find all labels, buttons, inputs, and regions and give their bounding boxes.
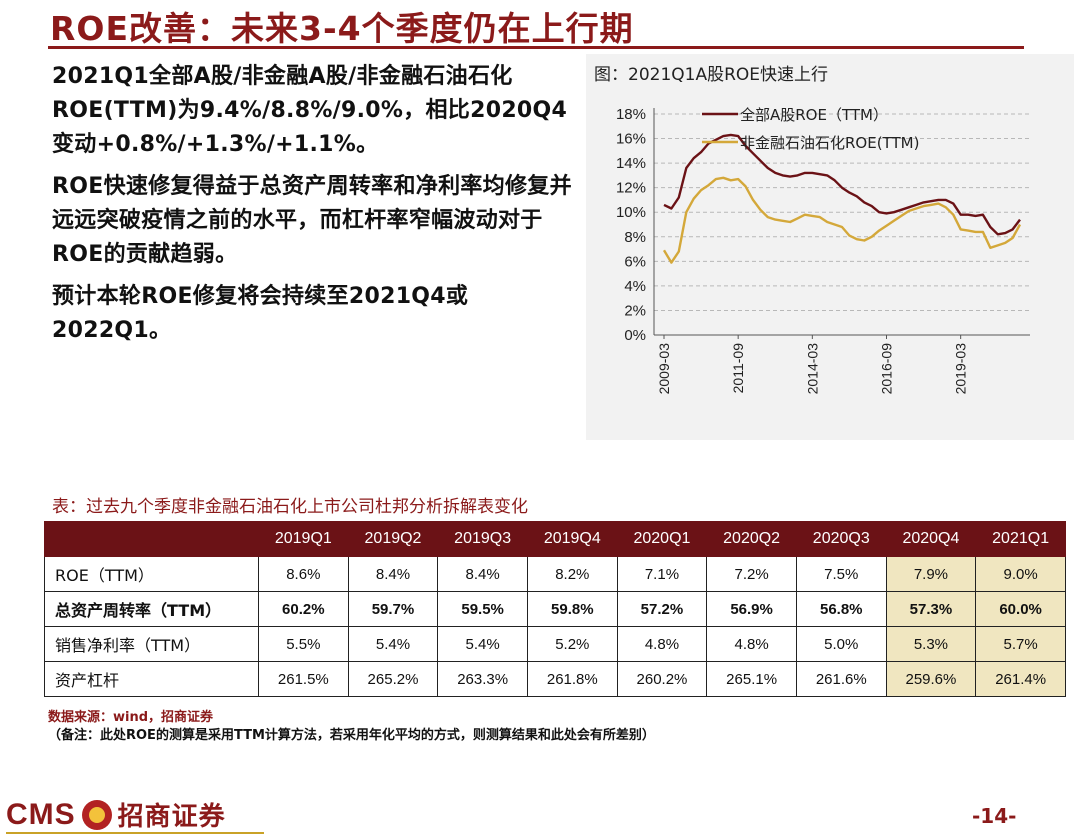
dupont-table: 2019Q1 2019Q2 2019Q3 2019Q4 2020Q1 2020Q… bbox=[44, 521, 1066, 697]
footer-divider bbox=[6, 832, 264, 834]
cms-logo: CMS 招商证券 bbox=[6, 796, 226, 833]
footnote: （备注：此处ROE的测算是采用TTM计算方法，若采用年化平均的方式，则测算结果和… bbox=[48, 728, 655, 743]
table-cell-highlight: 261.4% bbox=[975, 661, 1066, 697]
page-title: ROE改善：未来3-4个季度仍在上行期 bbox=[50, 9, 634, 48]
legend-label: 非金融石油石化ROE(TTM) bbox=[740, 134, 919, 152]
y-tick-label: 8% bbox=[624, 229, 646, 246]
table-cell: 7.1% bbox=[616, 556, 708, 592]
table-cell-highlight: 60.0% bbox=[975, 591, 1066, 627]
table-header-row: 2019Q1 2019Q2 2019Q3 2019Q4 2020Q1 2020Q… bbox=[44, 521, 1066, 557]
table-cell: 4.8% bbox=[616, 626, 708, 662]
table-cell-highlight: 259.6% bbox=[885, 661, 977, 697]
table-cell: 59.7% bbox=[347, 591, 439, 627]
table-cell: 5.4% bbox=[347, 626, 439, 662]
column-header: 2021Q1 bbox=[975, 521, 1066, 557]
body-text: 2021Q1全部A股/非金融A股/非金融石油石化ROE(TTM)为9.4%/8.… bbox=[52, 60, 582, 356]
table-title: 表：过去九个季度非金融石油石化上市公司杜邦分析拆解表变化 bbox=[52, 497, 528, 517]
column-header: 2019Q1 bbox=[258, 521, 349, 557]
paragraph-roe-forecast: 预计本轮ROE修复将会持续至2021Q4或2022Q1。 bbox=[52, 284, 469, 343]
table-cell: 4.8% bbox=[706, 626, 797, 662]
table-cell: 7.2% bbox=[706, 556, 797, 592]
row-label: ROE（TTM） bbox=[44, 556, 259, 592]
page-number: -14- bbox=[972, 804, 1017, 828]
table-cell: 263.3% bbox=[437, 661, 528, 697]
table-cell: 5.5% bbox=[258, 626, 349, 662]
table-row-leverage: 资产杠杆 261.5% 265.2% 263.3% 261.8% 260.2% … bbox=[44, 661, 1066, 697]
chart-title: 图：2021Q1A股ROE快速上行 bbox=[594, 65, 829, 85]
column-header: 2020Q4 bbox=[885, 521, 977, 557]
y-tick-label: 16% bbox=[616, 131, 646, 148]
table-cell: 5.2% bbox=[526, 626, 618, 662]
table-cell: 59.8% bbox=[526, 591, 618, 627]
table-cell: 260.2% bbox=[616, 661, 708, 697]
table-cell: 8.6% bbox=[258, 556, 349, 592]
y-tick-label: 10% bbox=[616, 204, 646, 221]
paragraph-roe-drivers: ROE快速修复得益于总资产周转率和净利率均修复并远远突破疫情之前的水平，而杠杆率… bbox=[52, 174, 572, 267]
table-cell-highlight: 57.3% bbox=[885, 591, 977, 627]
table-cell: 261.8% bbox=[526, 661, 618, 697]
column-header: 2019Q4 bbox=[526, 521, 618, 557]
data-source: 数据来源：wind，招商证券 bbox=[48, 710, 214, 725]
table-cell: 5.0% bbox=[795, 626, 887, 662]
table-cell: 56.8% bbox=[795, 591, 887, 627]
title-divider bbox=[48, 46, 1024, 49]
row-label: 销售净利率（TTM） bbox=[44, 626, 259, 662]
roe-chart-panel: 图：2021Q1A股ROE快速上行 0% 2% 4% 6% 8% 10% 12% 14% 16%… bbox=[586, 54, 1074, 440]
table-cell: 57.2% bbox=[616, 591, 708, 627]
row-label: 资产杠杆 bbox=[44, 661, 259, 697]
table-cell: 265.1% bbox=[706, 661, 797, 697]
table-cell-highlight: 7.9% bbox=[885, 556, 977, 592]
table-cell: 8.2% bbox=[526, 556, 618, 592]
series-line-1 bbox=[663, 133, 1021, 236]
table-row-net-margin: 销售净利率（TTM） 5.5% 5.4% 5.4% 5.2% 4.8% 4.8%… bbox=[44, 626, 1066, 662]
x-tick-label: 2011-09 bbox=[730, 343, 746, 394]
table-cell: 59.5% bbox=[437, 591, 528, 627]
y-tick-label: 18% bbox=[616, 106, 646, 123]
roe-line-chart: 0% 2% 4% 6% 8% 10% 12% 14% 16% 18% 2009-03 2011-09 2… bbox=[616, 106, 1030, 395]
table-cell: 261.6% bbox=[795, 661, 887, 697]
logo-mark-icon bbox=[81, 799, 112, 830]
x-tick-label: 2009-03 bbox=[656, 343, 672, 395]
column-header: 2019Q2 bbox=[347, 521, 439, 557]
y-tick-label: 0% bbox=[624, 327, 646, 344]
table-cell-highlight: 5.7% bbox=[975, 626, 1066, 662]
paragraph-roe-summary: 2021Q1全部A股/非金融A股/非金融石油石化ROE(TTM)为9.4%/8.… bbox=[52, 64, 568, 157]
logo-text: CMS bbox=[6, 797, 76, 831]
table-cell-highlight: 5.3% bbox=[885, 626, 977, 662]
table-cell: 8.4% bbox=[347, 556, 439, 592]
y-tick-label: 6% bbox=[624, 253, 646, 270]
table-cell: 60.2% bbox=[258, 591, 349, 627]
table-cell: 56.9% bbox=[706, 591, 797, 627]
table-cell: 5.4% bbox=[437, 626, 528, 662]
y-tick-label: 14% bbox=[616, 155, 646, 172]
y-tick-label: 12% bbox=[616, 180, 646, 197]
logo-company-name: 招商证券 bbox=[117, 802, 226, 832]
row-label: 总资产周转率（TTM） bbox=[44, 591, 259, 627]
y-tick-label: 4% bbox=[624, 278, 646, 295]
table-cell: 261.5% bbox=[258, 661, 349, 697]
column-header: 2020Q3 bbox=[795, 521, 887, 557]
table-cell: 7.5% bbox=[795, 556, 887, 592]
y-tick-label: 2% bbox=[624, 302, 646, 319]
column-header: 2020Q1 bbox=[616, 521, 708, 557]
table-row-asset-turnover: 总资产周转率（TTM） 60.2% 59.7% 59.5% 59.8% 57.2… bbox=[44, 591, 1066, 627]
series-line-2 bbox=[662, 176, 1022, 264]
legend-label: 全部A股ROE（TTM） bbox=[740, 106, 888, 124]
table-row-roe: ROE（TTM） 8.6% 8.4% 8.4% 8.2% 7.1% 7.2% 7… bbox=[44, 556, 1066, 592]
table-cell-highlight: 9.0% bbox=[975, 556, 1066, 592]
column-header: 2019Q3 bbox=[437, 521, 528, 557]
column-header: 2020Q2 bbox=[706, 521, 797, 557]
x-tick-label: 2019-03 bbox=[953, 343, 969, 395]
table-corner-cell bbox=[44, 521, 259, 557]
x-tick-label: 2014-03 bbox=[804, 343, 820, 395]
x-tick-label: 2016-09 bbox=[879, 343, 895, 395]
table-cell: 265.2% bbox=[347, 661, 439, 697]
table-cell: 8.4% bbox=[437, 556, 528, 592]
